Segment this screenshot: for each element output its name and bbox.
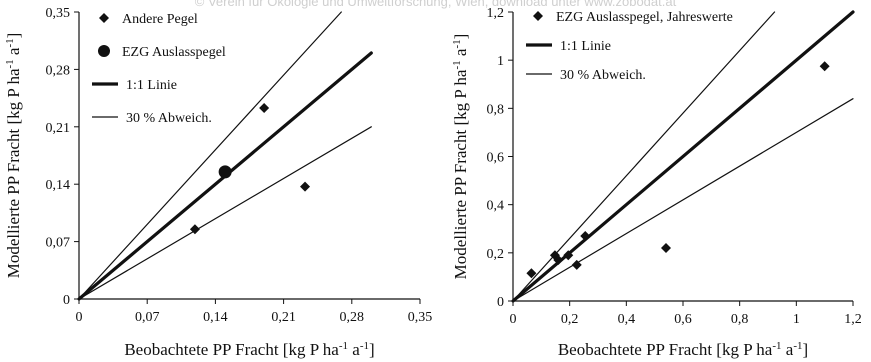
chart2-y-tick-label: 0 [497,295,504,310]
chart2-lower-deviation-line [512,98,854,302]
chart1-x-tick-label: 0,14 [203,310,228,325]
chart2-y-tick-label: 0,8 [487,102,505,117]
chart2-one-to-one-line [511,10,855,303]
chart2-plot: 0 0,2 0,4 0,6 0,8 1 1,2 0 0,2 0,4 0,6 0,8 1 1,2 Beobac… [451,6,862,359]
chart1-x-tick-label: 0,28 [340,310,365,325]
chart1-y-tick-label: 0,35 [46,6,71,21]
chart2-point-diamond [580,230,591,241]
chart1-y-tick-label: 0,14 [46,178,71,193]
chart2-y-tick-label: 1 [497,54,504,69]
chart1-point-diamond [259,102,270,113]
chart2-upper-deviation-line [512,11,776,302]
chart2-x-tick-label: 1 [793,312,800,327]
chart1-lower-deviation-line [78,126,372,300]
chart1-y-tick-label: 0 [63,293,70,308]
chart1-y-tick-label: 0,21 [46,121,71,136]
chart2-y-axis-label: Modellierte PP Fracht [kg P ha-1 a-1] [451,34,470,280]
chart1-x-tick-label: 0,21 [271,310,296,325]
chart1-x-axis-label: Beobachtete PP Fracht [kg P ha-1 a-1] [124,340,374,359]
chart1-x-tick-label: 0 [76,310,83,325]
chart1-legend-label: EZG Auslasspegel [122,45,226,60]
chart2-y-tick-label: 1,2 [487,6,505,21]
chart2-x-axis-label: Beobachtete PP Fracht [kg P ha-1 a-1] [558,340,808,359]
chart1-legend-circle-marker [98,45,110,57]
chart2-legend-label: 30 % Abweich. [560,68,646,83]
chart2-point-diamond [553,255,564,266]
chart2-x-tick-label: 1,2 [844,312,862,327]
watermark: © Verein für Ökologie und Umweltforschun… [194,0,677,9]
chart2-x-tick-label: 0,4 [618,312,636,327]
chart2-legend-diamond-marker [533,11,543,21]
chart1-x-tick-label: 0,07 [135,310,160,325]
chart2-point-diamond [563,250,574,261]
chart1-y-tick-label: 0,07 [46,236,71,251]
chart1-y-tick-label: 0,28 [46,63,71,78]
chart2-y-tick-label: 0,4 [487,199,505,214]
chart1-point-diamond [189,224,200,235]
chart1-legend-label: 1:1 Linie [126,78,177,93]
chart1-legend-label: 30 % Abweich. [126,111,212,126]
chart2-point-diamond [819,61,830,72]
chart2-x-tick-label: 0,2 [561,312,579,327]
chart1-legend-label: Andere Pegel [122,12,198,27]
chart2-legend-label: EZG Auslasspegel, Jahreswerte [556,10,733,25]
chart1-legend-diamond-marker [99,13,109,23]
chart2-y-tick-label: 0,6 [487,151,505,166]
chart2-y-tick-label: 0,2 [487,247,505,262]
chart1-point-diamond [300,181,311,192]
chart1-x-tick-label: 0,35 [408,310,433,325]
chart2-x-tick-label: 0 [510,312,517,327]
chart2-point-diamond [661,243,671,254]
chart2-x-tick-label: 0,6 [674,312,692,327]
chart2-legend-label: 1:1 Linie [560,39,611,54]
chart2-point-diamond [526,268,537,279]
chart2-point-diamond [571,259,582,270]
chart1-plot: 0 0,07 0,14 0,21 0,28 0,35 0 0,07 0,14 0,21 0,28 0,… [4,6,432,359]
chart1-point-circle [218,165,232,179]
chart1-y-axis-label: Modellierte PP Fracht [kg P ha-1 a-1] [4,33,23,279]
chart2-x-tick-label: 0,8 [731,312,749,327]
chart1-upper-deviation-line [78,11,342,300]
